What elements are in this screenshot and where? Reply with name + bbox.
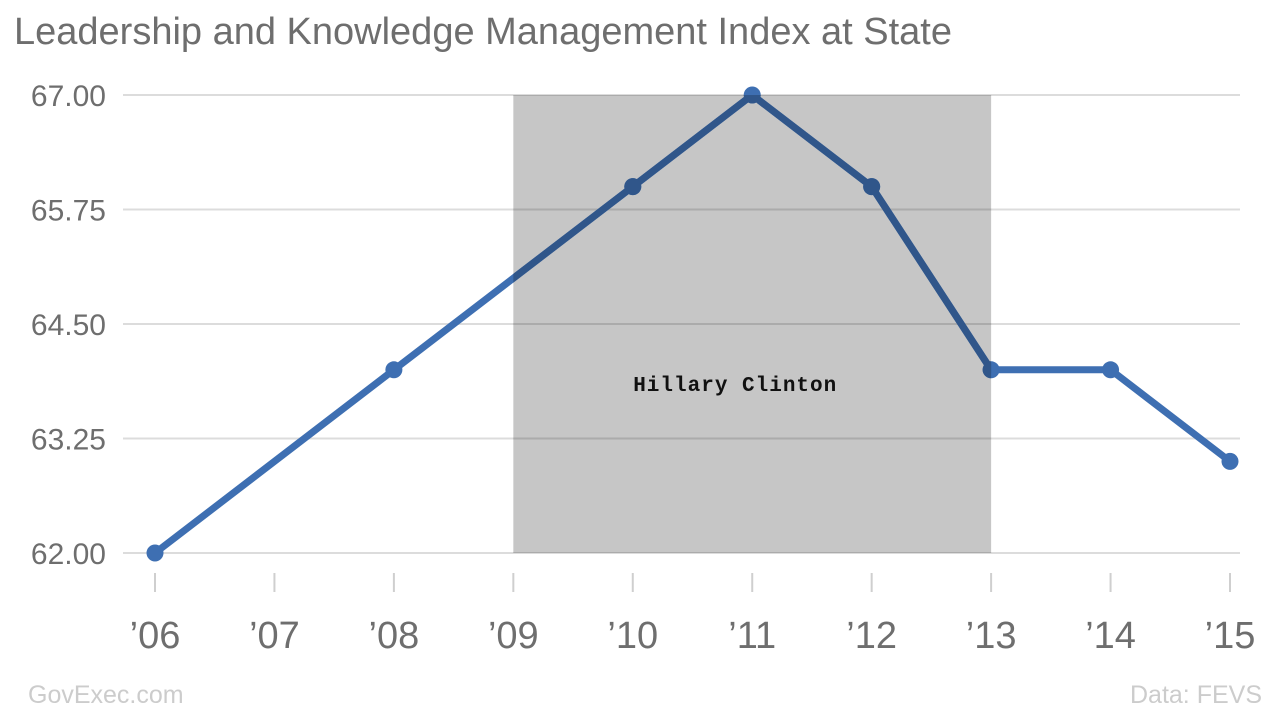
data-point-marker <box>624 178 642 196</box>
annotation-label: Hillary Clinton <box>633 375 837 398</box>
y-axis-tick-label: 65.75 <box>31 195 106 228</box>
series-line <box>513 95 992 374</box>
data-point-marker <box>743 95 761 104</box>
series-layer-in-band <box>513 95 992 379</box>
y-axis-tick-label: 64.50 <box>31 309 106 342</box>
data-point-marker <box>1102 361 1120 379</box>
x-axis-tick-label: ’12 <box>846 615 897 657</box>
data-point-marker <box>982 361 992 379</box>
gridlines-in-band <box>513 95 992 553</box>
data-point-marker <box>863 178 881 196</box>
x-axis-tick-label: ’14 <box>1085 615 1136 657</box>
y-axis-tick-label: 62.00 <box>31 538 106 571</box>
x-axis-tick-label: ’15 <box>1205 615 1256 657</box>
y-axis-tick-label: 63.25 <box>31 424 106 457</box>
data-point-marker <box>1221 452 1239 470</box>
data-point-marker <box>385 361 403 379</box>
x-axis-tick-label: ’08 <box>369 615 420 657</box>
x-axis-tick-label: ’06 <box>130 615 181 657</box>
x-axis-tick-label: ’11 <box>728 615 776 657</box>
data-point-marker <box>146 544 164 562</box>
x-axis-tick-label: ’09 <box>488 615 539 657</box>
x-axis-tick-label: ’10 <box>607 615 658 657</box>
y-axis-tick-label: 67.00 <box>31 80 106 113</box>
footer-source-label: GovExec.com <box>28 681 184 709</box>
x-axis-tick-label: ’13 <box>966 615 1017 657</box>
chart-title: Leadership and Knowledge Management Inde… <box>14 11 952 53</box>
footer-data-credit-label: Data: FEVS <box>1130 681 1262 709</box>
x-axis-tick-label: ’07 <box>249 615 300 657</box>
